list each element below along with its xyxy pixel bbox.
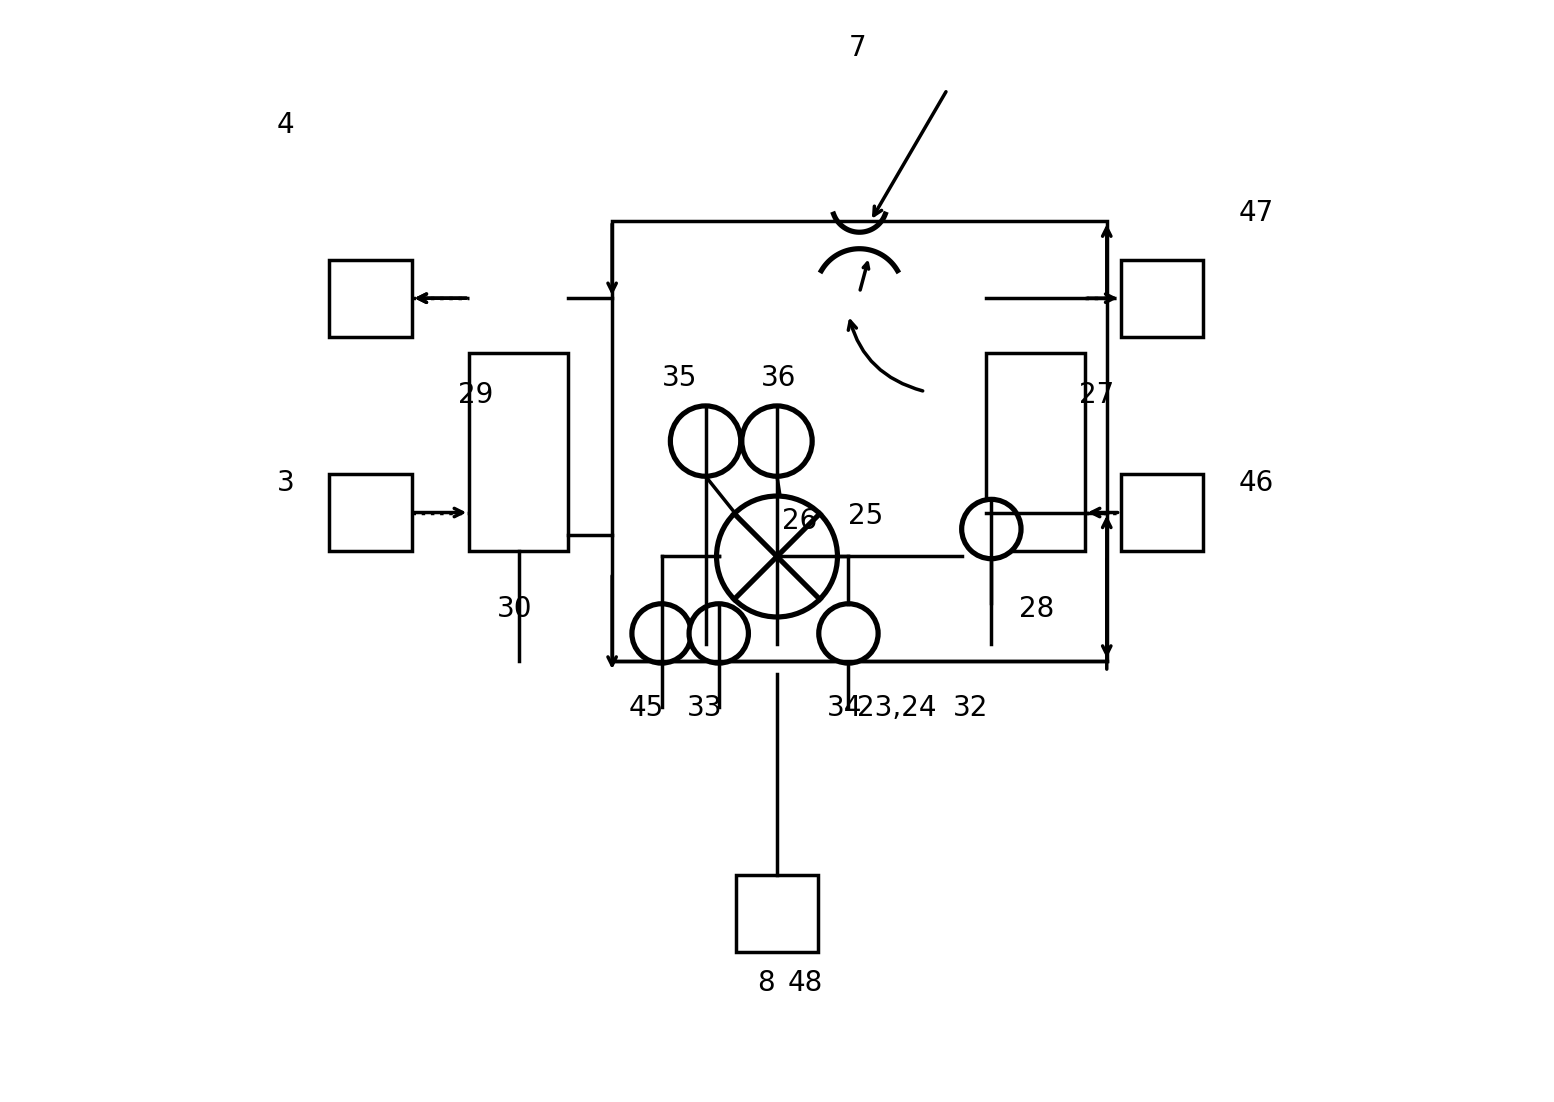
Text: 32: 32 [953, 694, 988, 722]
Circle shape [670, 406, 741, 476]
Text: 28: 28 [1019, 595, 1054, 623]
Text: 47: 47 [1239, 199, 1274, 227]
Text: 25: 25 [848, 501, 884, 530]
Text: 30: 30 [497, 595, 531, 623]
Text: 29: 29 [458, 380, 494, 409]
Text: 46: 46 [1239, 468, 1274, 497]
Bar [329, 474, 412, 551]
Text: 27: 27 [1080, 380, 1114, 409]
Text: 48: 48 [788, 969, 824, 996]
Text: 45: 45 [629, 694, 664, 722]
Bar [1120, 260, 1203, 336]
Bar [985, 353, 1085, 551]
Bar [469, 353, 569, 551]
Text: 4: 4 [277, 111, 294, 139]
Bar [612, 222, 1106, 661]
Text: 26: 26 [783, 507, 817, 536]
Bar [1120, 474, 1203, 551]
Circle shape [819, 604, 878, 663]
Text: 7: 7 [848, 34, 866, 63]
Text: 36: 36 [760, 364, 796, 392]
Circle shape [962, 499, 1021, 559]
Circle shape [632, 604, 692, 663]
Text: 23,24: 23,24 [858, 694, 937, 722]
Text: 35: 35 [662, 364, 696, 392]
Bar [329, 260, 412, 336]
Circle shape [688, 604, 749, 663]
Text: 3: 3 [277, 468, 295, 497]
Bar [735, 875, 819, 952]
Text: 33: 33 [687, 694, 723, 722]
Circle shape [716, 496, 838, 617]
Text: 8: 8 [757, 969, 775, 996]
Text: 34: 34 [827, 694, 862, 722]
Circle shape [741, 406, 813, 476]
